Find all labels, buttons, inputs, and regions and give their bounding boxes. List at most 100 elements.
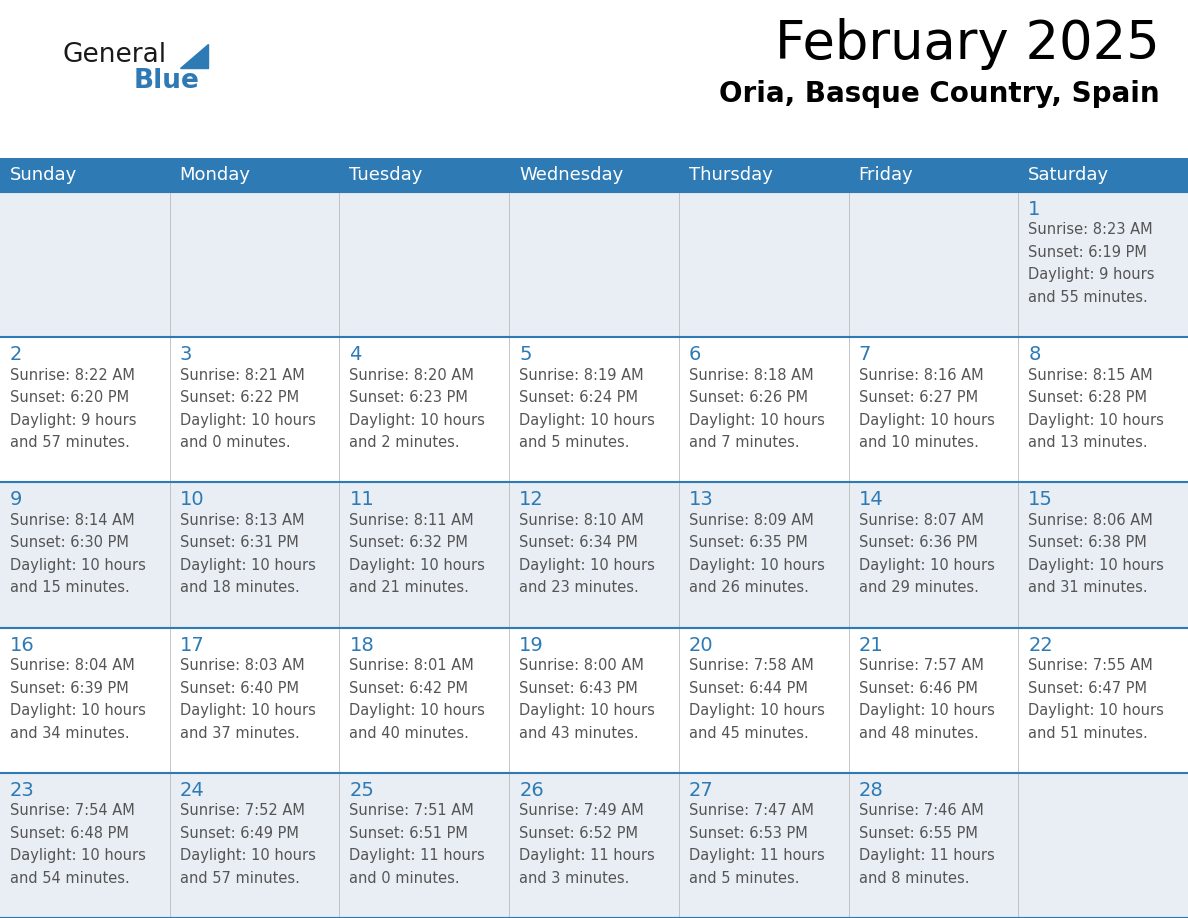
Text: Daylight: 10 hours: Daylight: 10 hours xyxy=(1029,703,1164,718)
Text: Daylight: 10 hours: Daylight: 10 hours xyxy=(689,703,824,718)
Text: 6: 6 xyxy=(689,345,701,364)
Text: and 54 minutes.: and 54 minutes. xyxy=(10,870,129,886)
Text: Daylight: 10 hours: Daylight: 10 hours xyxy=(689,558,824,573)
Text: 18: 18 xyxy=(349,635,374,655)
Text: 3: 3 xyxy=(179,345,192,364)
Text: and 57 minutes.: and 57 minutes. xyxy=(179,870,299,886)
Text: Daylight: 10 hours: Daylight: 10 hours xyxy=(1029,412,1164,428)
Text: Daylight: 10 hours: Daylight: 10 hours xyxy=(179,412,316,428)
Text: 7: 7 xyxy=(859,345,871,364)
Text: Sunday: Sunday xyxy=(10,166,77,184)
Text: General: General xyxy=(62,42,166,68)
Text: Daylight: 9 hours: Daylight: 9 hours xyxy=(1029,267,1155,283)
Text: 23: 23 xyxy=(10,781,34,800)
Text: Daylight: 10 hours: Daylight: 10 hours xyxy=(859,558,994,573)
Text: Sunrise: 8:19 AM: Sunrise: 8:19 AM xyxy=(519,367,644,383)
Text: Sunset: 6:55 PM: Sunset: 6:55 PM xyxy=(859,825,978,841)
Polygon shape xyxy=(181,44,208,68)
Text: Sunrise: 7:47 AM: Sunrise: 7:47 AM xyxy=(689,803,814,818)
Text: Sunset: 6:48 PM: Sunset: 6:48 PM xyxy=(10,825,128,841)
Text: Daylight: 10 hours: Daylight: 10 hours xyxy=(179,703,316,718)
Bar xyxy=(0,773,1188,918)
Text: Thursday: Thursday xyxy=(689,166,772,184)
Text: Sunset: 6:19 PM: Sunset: 6:19 PM xyxy=(1029,245,1148,260)
Text: Sunrise: 8:18 AM: Sunrise: 8:18 AM xyxy=(689,367,814,383)
Text: Sunset: 6:32 PM: Sunset: 6:32 PM xyxy=(349,535,468,550)
Text: Oria, Basque Country, Spain: Oria, Basque Country, Spain xyxy=(720,80,1159,108)
Text: Sunrise: 7:58 AM: Sunrise: 7:58 AM xyxy=(689,658,814,673)
Text: Sunset: 6:20 PM: Sunset: 6:20 PM xyxy=(10,390,129,405)
Text: Sunset: 6:34 PM: Sunset: 6:34 PM xyxy=(519,535,638,550)
Text: and 5 minutes.: and 5 minutes. xyxy=(519,435,630,450)
Text: Sunrise: 8:10 AM: Sunrise: 8:10 AM xyxy=(519,513,644,528)
Text: Daylight: 10 hours: Daylight: 10 hours xyxy=(349,412,486,428)
Text: Sunset: 6:53 PM: Sunset: 6:53 PM xyxy=(689,825,808,841)
Text: Daylight: 10 hours: Daylight: 10 hours xyxy=(179,558,316,573)
Text: February 2025: February 2025 xyxy=(776,18,1159,70)
Text: Sunrise: 8:22 AM: Sunrise: 8:22 AM xyxy=(10,367,135,383)
Text: and 26 minutes.: and 26 minutes. xyxy=(689,580,809,595)
Text: and 0 minutes.: and 0 minutes. xyxy=(179,435,290,450)
Text: and 10 minutes.: and 10 minutes. xyxy=(859,435,979,450)
Text: 16: 16 xyxy=(10,635,34,655)
Text: and 29 minutes.: and 29 minutes. xyxy=(859,580,979,595)
Text: Sunset: 6:26 PM: Sunset: 6:26 PM xyxy=(689,390,808,405)
Text: 25: 25 xyxy=(349,781,374,800)
Text: Sunset: 6:40 PM: Sunset: 6:40 PM xyxy=(179,680,298,696)
Text: Sunset: 6:28 PM: Sunset: 6:28 PM xyxy=(1029,390,1148,405)
Text: Sunset: 6:27 PM: Sunset: 6:27 PM xyxy=(859,390,978,405)
Text: Sunrise: 7:54 AM: Sunrise: 7:54 AM xyxy=(10,803,134,818)
Text: Sunrise: 7:51 AM: Sunrise: 7:51 AM xyxy=(349,803,474,818)
Text: 10: 10 xyxy=(179,490,204,509)
Text: 4: 4 xyxy=(349,345,362,364)
Text: Sunrise: 8:09 AM: Sunrise: 8:09 AM xyxy=(689,513,814,528)
Text: Sunrise: 8:07 AM: Sunrise: 8:07 AM xyxy=(859,513,984,528)
Text: Monday: Monday xyxy=(179,166,251,184)
Text: Sunrise: 8:16 AM: Sunrise: 8:16 AM xyxy=(859,367,984,383)
Text: 5: 5 xyxy=(519,345,532,364)
Text: Sunset: 6:47 PM: Sunset: 6:47 PM xyxy=(1029,680,1148,696)
Text: 21: 21 xyxy=(859,635,884,655)
Text: Sunrise: 8:06 AM: Sunrise: 8:06 AM xyxy=(1029,513,1154,528)
Text: Sunset: 6:52 PM: Sunset: 6:52 PM xyxy=(519,825,638,841)
Text: Daylight: 10 hours: Daylight: 10 hours xyxy=(10,703,146,718)
Text: Sunrise: 8:04 AM: Sunrise: 8:04 AM xyxy=(10,658,134,673)
Text: 28: 28 xyxy=(859,781,884,800)
Text: 19: 19 xyxy=(519,635,544,655)
Text: Sunset: 6:35 PM: Sunset: 6:35 PM xyxy=(689,535,808,550)
Text: 22: 22 xyxy=(1029,635,1053,655)
Text: and 2 minutes.: and 2 minutes. xyxy=(349,435,460,450)
Text: and 57 minutes.: and 57 minutes. xyxy=(10,435,129,450)
Text: and 34 minutes.: and 34 minutes. xyxy=(10,725,129,741)
Text: and 43 minutes.: and 43 minutes. xyxy=(519,725,639,741)
Text: and 48 minutes.: and 48 minutes. xyxy=(859,725,979,741)
Text: 13: 13 xyxy=(689,490,714,509)
Text: 14: 14 xyxy=(859,490,884,509)
Text: Sunset: 6:49 PM: Sunset: 6:49 PM xyxy=(179,825,298,841)
Text: 8: 8 xyxy=(1029,345,1041,364)
Text: Sunrise: 8:00 AM: Sunrise: 8:00 AM xyxy=(519,658,644,673)
Text: and 0 minutes.: and 0 minutes. xyxy=(349,870,460,886)
Text: and 51 minutes.: and 51 minutes. xyxy=(1029,725,1148,741)
Text: Sunrise: 7:49 AM: Sunrise: 7:49 AM xyxy=(519,803,644,818)
Text: Sunset: 6:30 PM: Sunset: 6:30 PM xyxy=(10,535,128,550)
Text: Sunset: 6:22 PM: Sunset: 6:22 PM xyxy=(179,390,299,405)
Text: 15: 15 xyxy=(1029,490,1053,509)
Text: and 37 minutes.: and 37 minutes. xyxy=(179,725,299,741)
Text: Daylight: 10 hours: Daylight: 10 hours xyxy=(349,558,486,573)
Text: Blue: Blue xyxy=(134,68,200,94)
Text: Daylight: 11 hours: Daylight: 11 hours xyxy=(349,848,485,863)
Text: and 45 minutes.: and 45 minutes. xyxy=(689,725,809,741)
Text: Daylight: 10 hours: Daylight: 10 hours xyxy=(519,703,655,718)
Text: and 15 minutes.: and 15 minutes. xyxy=(10,580,129,595)
Text: and 18 minutes.: and 18 minutes. xyxy=(179,580,299,595)
Text: 20: 20 xyxy=(689,635,714,655)
Text: Sunrise: 8:21 AM: Sunrise: 8:21 AM xyxy=(179,367,304,383)
Text: Sunrise: 8:14 AM: Sunrise: 8:14 AM xyxy=(10,513,134,528)
Text: 12: 12 xyxy=(519,490,544,509)
Text: Sunrise: 8:11 AM: Sunrise: 8:11 AM xyxy=(349,513,474,528)
Text: Daylight: 11 hours: Daylight: 11 hours xyxy=(689,848,824,863)
Text: 1: 1 xyxy=(1029,200,1041,219)
Text: Sunrise: 8:03 AM: Sunrise: 8:03 AM xyxy=(179,658,304,673)
Text: and 3 minutes.: and 3 minutes. xyxy=(519,870,630,886)
